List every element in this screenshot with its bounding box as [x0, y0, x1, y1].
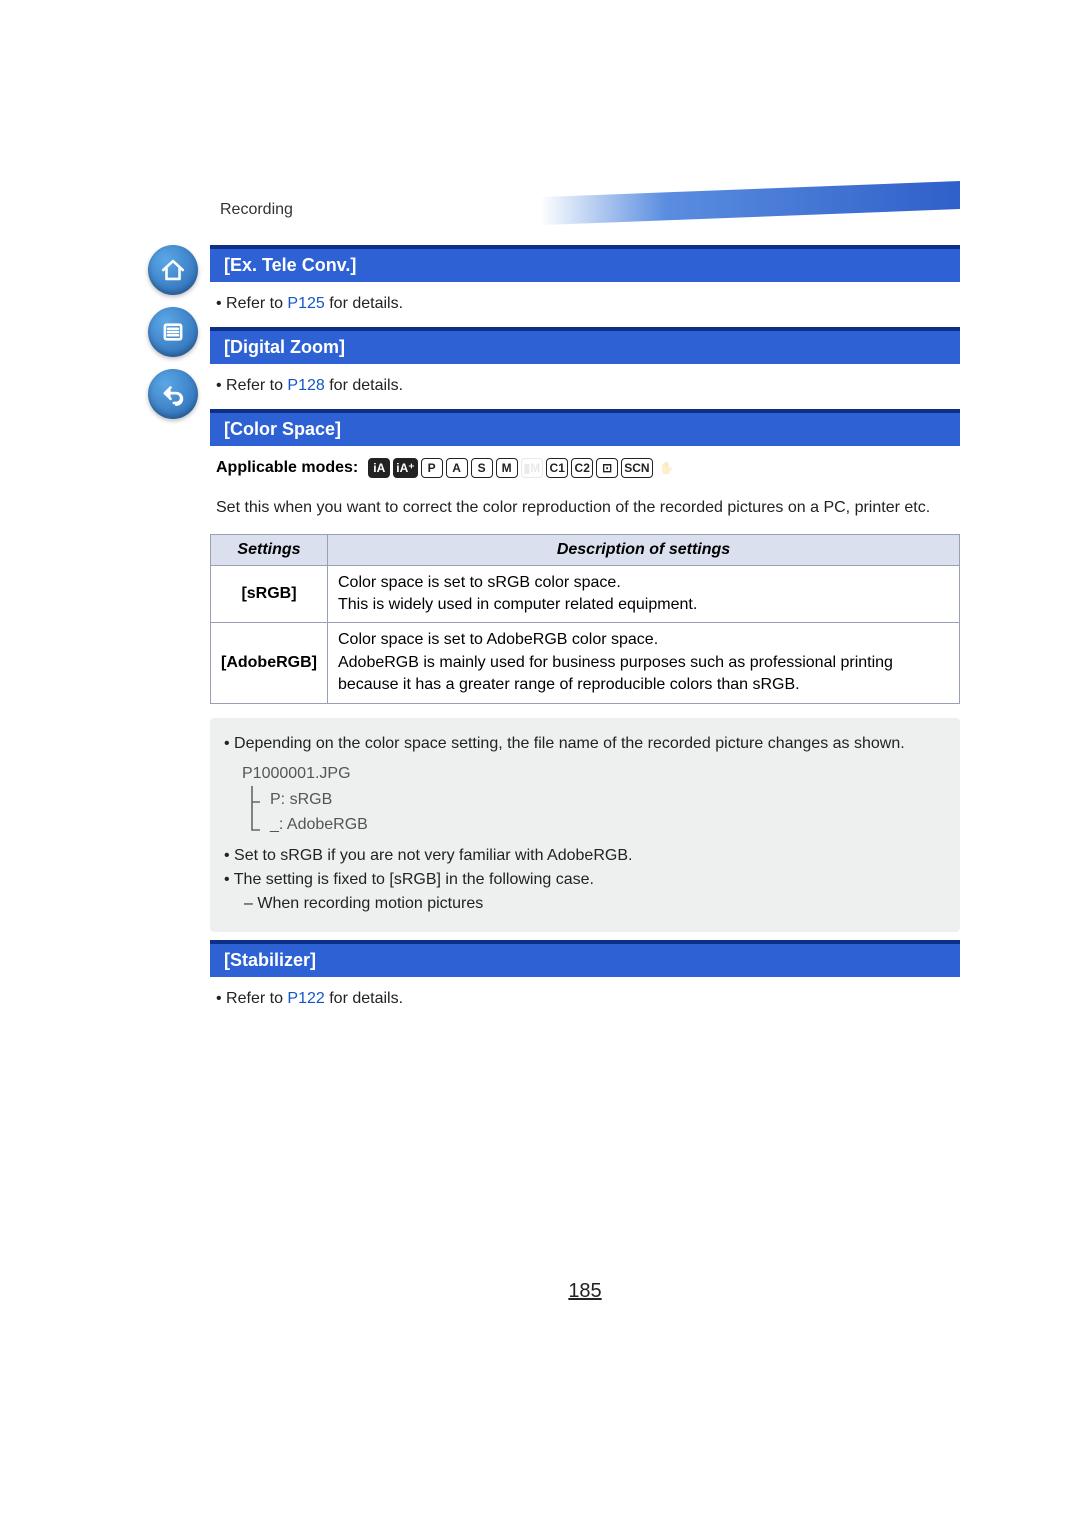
section-color-space: [Color Space] — [210, 409, 960, 446]
branch-srgb: P: sRGB — [270, 788, 368, 812]
mode-icon: M — [496, 458, 518, 478]
note-filename-change: Depending on the color space setting, th… — [224, 732, 946, 756]
section-digital-zoom: [Digital Zoom] — [210, 327, 960, 364]
mode-icon: iA — [368, 458, 390, 478]
setting-name: [AdobeRGB] — [211, 623, 328, 703]
link-p125[interactable]: P125 — [287, 295, 324, 312]
setting-name: [sRGB] — [211, 565, 328, 623]
text: for details. — [325, 990, 403, 1007]
color-space-intro: Set this when you want to correct the co… — [210, 486, 960, 523]
note-motion-pictures: When recording motion pictures — [224, 892, 946, 916]
back-icon — [160, 381, 186, 407]
home-button[interactable] — [148, 245, 198, 295]
link-p122[interactable]: P122 — [287, 990, 324, 1007]
mode-icon: ▮M — [521, 458, 544, 478]
tree-connector-icon — [242, 786, 270, 838]
list-icon — [160, 319, 186, 345]
note-set-srgb: Set to sRGB if you are not very familiar… — [224, 844, 946, 868]
mode-icon: A — [446, 458, 468, 478]
mode-icon: ⊡ — [596, 458, 618, 478]
text: Refer to — [226, 377, 287, 394]
mode-icon: C1 — [546, 458, 568, 478]
text: Refer to — [226, 990, 287, 1007]
text: for details. — [325, 295, 403, 312]
mode-icon: S — [471, 458, 493, 478]
back-button[interactable] — [148, 369, 198, 419]
contents-button[interactable] — [148, 307, 198, 357]
mode-icon: iA⁺ — [393, 458, 417, 478]
color-space-notes: Depending on the color space setting, th… — [210, 718, 960, 932]
filename-text: P1000001.JPG — [242, 762, 946, 786]
table-col-settings: Settings — [211, 534, 328, 565]
mode-icon: P — [421, 458, 443, 478]
table-col-description: Description of settings — [327, 534, 959, 565]
applicable-modes-row: Applicable modes: iAiA⁺PASM▮MC1C2⊡SCN✋ — [210, 446, 960, 486]
section-stabilizer: [Stabilizer] — [210, 940, 960, 977]
mode-icon: SCN — [621, 458, 652, 478]
filename-example: P1000001.JPG P: sRGB _: AdobeRGB — [242, 762, 946, 838]
home-icon — [160, 257, 186, 283]
ex-tele-refer: Refer to P125 for details. — [210, 282, 960, 319]
branch-adobergb: _: AdobeRGB — [270, 813, 368, 837]
setting-description: Color space is set to AdobeRGB color spa… — [327, 623, 959, 703]
link-p128[interactable]: P128 — [287, 377, 324, 394]
digital-zoom-refer: Refer to P128 for details. — [210, 364, 960, 401]
note-fixed-srgb: The setting is fixed to [sRGB] in the fo… — [224, 868, 946, 892]
applicable-modes-label: Applicable modes: — [216, 459, 358, 477]
mode-icon: C2 — [571, 458, 593, 478]
header-row: Recording — [210, 195, 960, 235]
setting-description: Color space is set to sRGB color space.T… — [327, 565, 959, 623]
table-row: [AdobeRGB]Color space is set to AdobeRGB… — [211, 623, 960, 703]
stabilizer-refer: Refer to P122 for details. — [210, 977, 960, 1014]
sidebar-nav — [145, 245, 200, 419]
page-number[interactable]: 185 — [210, 1280, 960, 1303]
text: for details. — [325, 377, 403, 394]
section-ex-tele-conv: [Ex. Tele Conv.] — [210, 245, 960, 282]
text: Refer to — [226, 295, 287, 312]
table-row: [sRGB]Color space is set to sRGB color s… — [211, 565, 960, 623]
mode-icon: ✋ — [656, 458, 678, 478]
page-content: Recording [Ex. Tele Conv.] Refer to P125… — [210, 195, 960, 1014]
mode-icons-group: iAiA⁺PASM▮MC1C2⊡SCN✋ — [368, 458, 677, 478]
color-space-settings-table: Settings Description of settings [sRGB]C… — [210, 534, 960, 704]
